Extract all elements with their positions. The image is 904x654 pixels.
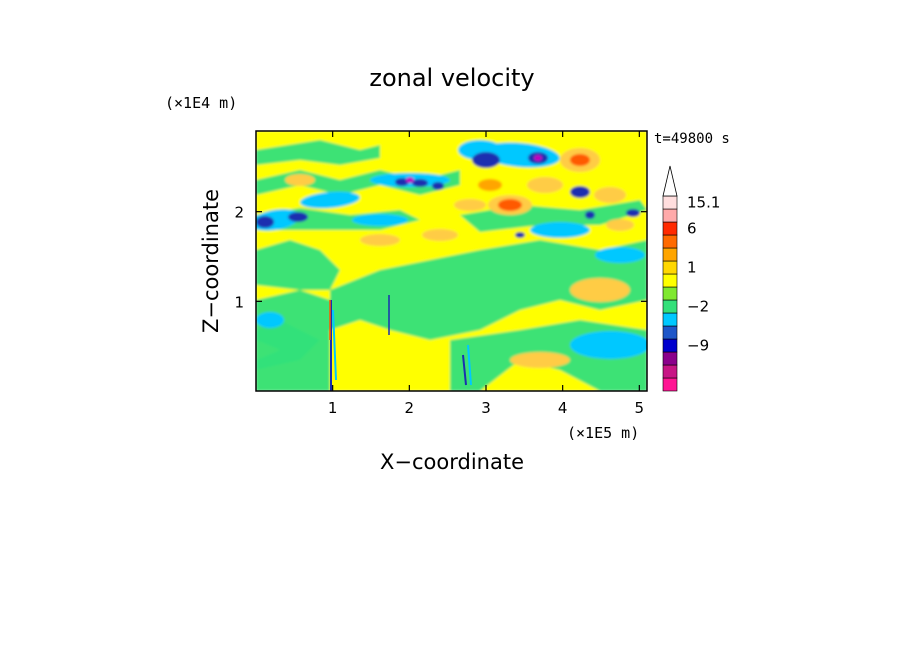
colorbar-label-3: −2 bbox=[687, 298, 709, 316]
x-tick-label-0: 1 bbox=[328, 399, 338, 417]
colorbar-level-13 bbox=[662, 208, 678, 223]
colorbar-level-6 bbox=[662, 299, 678, 314]
colorbar-label-2: 1 bbox=[687, 259, 697, 277]
colorbar-level-14 bbox=[662, 195, 678, 210]
colorbar-label-1: 6 bbox=[687, 220, 697, 238]
colorbar-level-4 bbox=[662, 325, 678, 340]
y-axis-label: Z−coordinate bbox=[199, 189, 223, 333]
x-tick-label-3: 4 bbox=[558, 399, 568, 417]
colorbar-label-0: 15.1 bbox=[687, 194, 720, 212]
colorbar-level-12 bbox=[662, 221, 678, 236]
x-tick-label-2: 3 bbox=[481, 399, 491, 417]
chart-title: zonal velocity bbox=[369, 64, 534, 92]
colorbar-level-11 bbox=[662, 234, 678, 249]
y-tick-label-0: 1 bbox=[234, 293, 244, 311]
velocity-field bbox=[256, 131, 647, 391]
time-label: t=49800 s bbox=[654, 131, 730, 147]
colorbar-level-10 bbox=[662, 247, 678, 262]
colorbar-level-9 bbox=[662, 260, 678, 275]
x-unit-label: (×1E5 m) bbox=[567, 424, 639, 442]
colorbar: 15.1 6 1 −2 −9 bbox=[662, 165, 720, 392]
colorbar-level-3 bbox=[662, 338, 678, 353]
y-unit-label: (×1E4 m) bbox=[165, 94, 237, 112]
colorbar-level-8 bbox=[662, 273, 678, 288]
y-axis: 12 bbox=[234, 204, 647, 311]
colorbar-overflow-triangle bbox=[662, 165, 678, 197]
x-tick-label-4: 5 bbox=[635, 399, 645, 417]
x-tick-label-1: 2 bbox=[405, 399, 415, 417]
colorbar-level-2 bbox=[662, 351, 678, 366]
plot-frame bbox=[255, 130, 648, 392]
colorbar-level-5 bbox=[662, 312, 678, 327]
y-tick-label-1: 2 bbox=[234, 204, 244, 222]
colorbar-level-1 bbox=[662, 364, 678, 379]
x-axis: 1 2 3 4 5 bbox=[328, 131, 644, 417]
x-axis-label: X−coordinate bbox=[380, 450, 524, 474]
colorbar-level-0 bbox=[662, 377, 678, 392]
colorbar-label-4: −9 bbox=[687, 337, 709, 355]
colorbar-level-7 bbox=[662, 286, 678, 301]
